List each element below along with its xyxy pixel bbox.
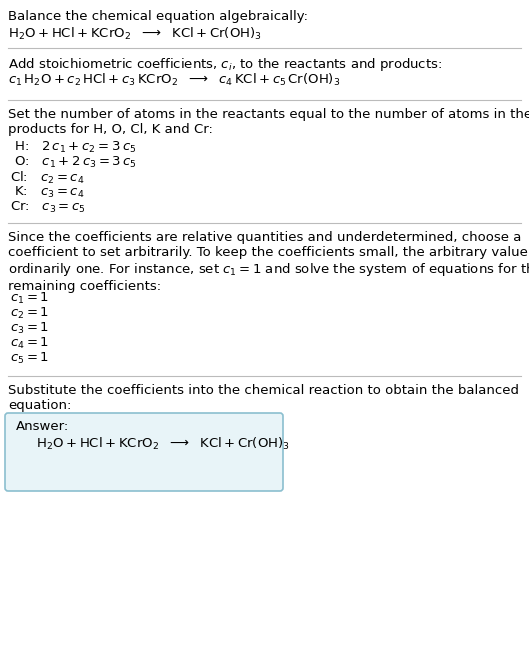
Text: Since the coefficients are relative quantities and underdetermined, choose a
coe: Since the coefficients are relative quan… <box>8 231 529 293</box>
Text: H:   $2\,c_1 + c_2 = 3\,c_5$: H: $2\,c_1 + c_2 = 3\,c_5$ <box>10 140 136 155</box>
Text: $\mathrm{H_2O + HCl + KCrO_2}$  $\longrightarrow$  $\mathrm{KCl + Cr(OH)_3}$: $\mathrm{H_2O + HCl + KCrO_2}$ $\longrig… <box>8 26 262 42</box>
Text: Substitute the coefficients into the chemical reaction to obtain the balanced
eq: Substitute the coefficients into the che… <box>8 384 519 412</box>
Text: $c_3 = 1$: $c_3 = 1$ <box>10 321 49 336</box>
Text: $c_5 = 1$: $c_5 = 1$ <box>10 351 49 366</box>
Text: Add stoichiometric coefficients, $c_i$, to the reactants and products:: Add stoichiometric coefficients, $c_i$, … <box>8 56 442 73</box>
Text: Balance the chemical equation algebraically:: Balance the chemical equation algebraica… <box>8 10 308 23</box>
Text: Cr:   $c_3 = c_5$: Cr: $c_3 = c_5$ <box>10 200 86 215</box>
Text: O:   $c_1 + 2\,c_3 = 3\,c_5$: O: $c_1 + 2\,c_3 = 3\,c_5$ <box>10 155 137 170</box>
Text: Set the number of atoms in the reactants equal to the number of atoms in the
pro: Set the number of atoms in the reactants… <box>8 108 529 136</box>
Text: Cl:   $c_2 = c_4$: Cl: $c_2 = c_4$ <box>10 170 85 186</box>
Text: Answer:: Answer: <box>16 420 69 433</box>
Text: $c_2 = 1$: $c_2 = 1$ <box>10 306 49 321</box>
Text: K:   $c_3 = c_4$: K: $c_3 = c_4$ <box>10 185 85 200</box>
FancyBboxPatch shape <box>5 413 283 491</box>
Text: $c_4 = 1$: $c_4 = 1$ <box>10 336 49 351</box>
Text: $c_1 = 1$: $c_1 = 1$ <box>10 291 49 306</box>
Text: $\mathrm{H_2O + HCl + KCrO_2}$  $\longrightarrow$  $\mathrm{KCl + Cr(OH)_3}$: $\mathrm{H_2O + HCl + KCrO_2}$ $\longrig… <box>36 436 290 452</box>
Text: $c_1\,\mathrm{H_2O} + c_2\,\mathrm{HCl} + c_3\,\mathrm{KCrO_2}$  $\longrightarro: $c_1\,\mathrm{H_2O} + c_2\,\mathrm{HCl} … <box>8 72 340 88</box>
